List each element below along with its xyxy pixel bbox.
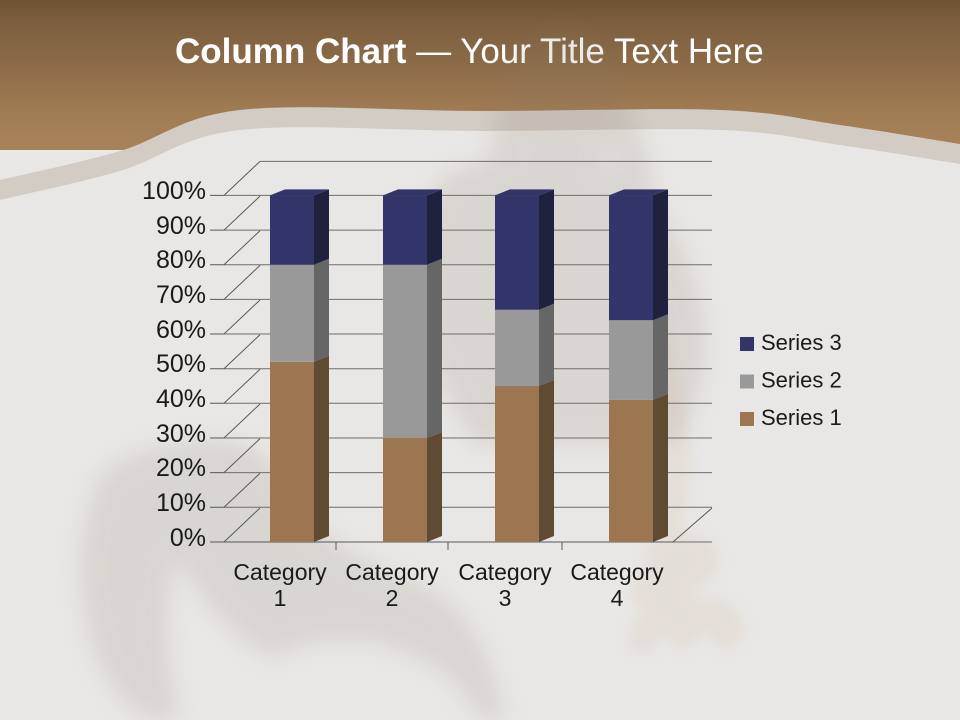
svg-text:50%: 50%	[156, 350, 206, 378]
svg-text:70%: 70%	[156, 281, 206, 309]
svg-text:10%: 10%	[156, 489, 206, 517]
svg-text:Series 2: Series 2	[761, 368, 842, 393]
svg-text:Category: Category	[458, 559, 552, 585]
svg-text:60%: 60%	[156, 316, 206, 344]
svg-text:1: 1	[274, 585, 287, 611]
svg-text:Category: Category	[233, 559, 327, 585]
svg-text:4: 4	[611, 585, 624, 611]
svg-text:40%: 40%	[156, 385, 206, 413]
svg-text:100%: 100%	[142, 177, 206, 205]
svg-text:3: 3	[499, 585, 512, 611]
svg-text:Category: Category	[570, 559, 664, 585]
svg-text:2: 2	[386, 585, 399, 611]
svg-text:30%: 30%	[156, 420, 206, 448]
svg-text:Series 3: Series 3	[761, 330, 842, 355]
svg-text:0%: 0%	[170, 524, 206, 552]
svg-text:80%: 80%	[156, 246, 206, 274]
svg-text:Series 1: Series 1	[761, 405, 842, 430]
svg-text:90%: 90%	[156, 212, 206, 240]
svg-text:20%: 20%	[156, 454, 206, 482]
svg-text:Category: Category	[345, 559, 439, 585]
